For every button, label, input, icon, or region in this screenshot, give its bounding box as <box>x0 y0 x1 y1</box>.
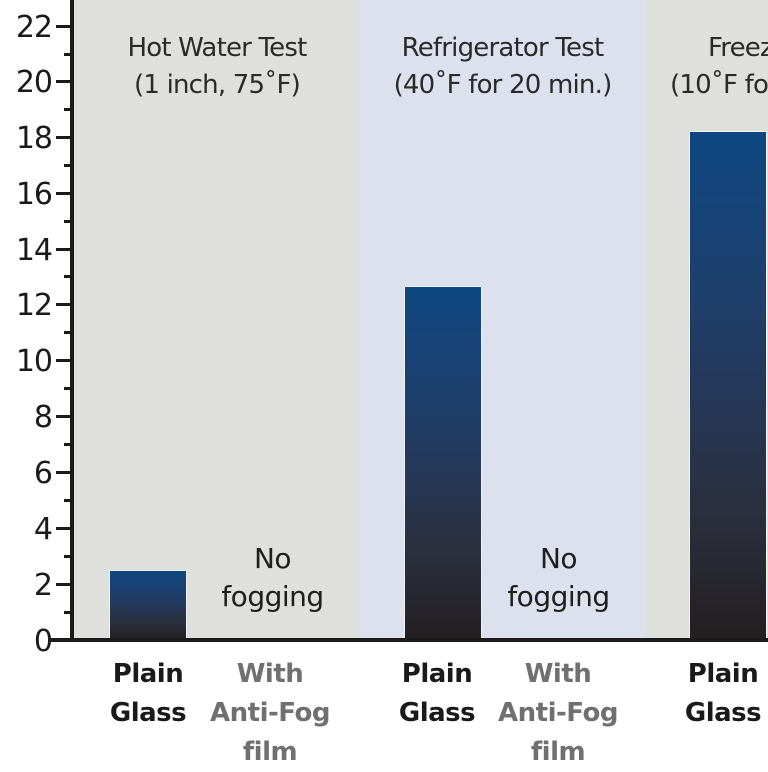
y-tick-16 <box>56 192 72 195</box>
y-tick-label: 6 <box>33 456 53 491</box>
y-tick-6 <box>56 471 72 474</box>
x-label-line: With <box>236 659 304 689</box>
y-tick-18 <box>56 136 72 139</box>
y-minor-tick <box>64 275 72 278</box>
y-tick-label: 14 <box>15 233 53 268</box>
y-tick-8 <box>56 415 72 418</box>
no-fogging-line1: No <box>253 542 292 575</box>
y-tick-label: 4 <box>33 512 53 547</box>
x-label-line: Plain <box>401 659 473 689</box>
y-tick-label: 18 <box>15 121 53 156</box>
panel-title-line1: Hot Water Test <box>127 33 307 63</box>
panel-title-refrigerator: Refrigerator Test (40˚F for 20 min.) <box>360 30 645 104</box>
x-label-line: film <box>242 737 298 767</box>
x-label-line: With <box>524 659 592 689</box>
y-tick-label: 2 <box>33 568 53 603</box>
x-label-line: film <box>530 737 586 767</box>
x-label-freezer-plain-glass: Plain Glass <box>678 655 768 733</box>
x-label-line: Glass <box>109 698 187 728</box>
bar-hot-water-plain-glass <box>110 571 186 640</box>
panel-hot-water-test: Hot Water Test (1 inch, 75˚F) <box>74 0 360 640</box>
panel-title-hot-water: Hot Water Test (1 inch, 75˚F) <box>74 30 360 104</box>
panel-title-line1: Refrigerator Test <box>401 33 605 63</box>
panel-title-line1: Freez <box>708 33 768 63</box>
y-tick-label: 10 <box>15 344 53 379</box>
y-tick-14 <box>56 248 72 251</box>
y-tick-4 <box>56 527 72 530</box>
x-label-line: Plain <box>687 659 759 689</box>
x-label-hot-water-anti-fog: With Anti-Fog film <box>205 655 335 772</box>
y-minor-tick <box>64 108 72 111</box>
panel-title-line2: (10˚F fo <box>670 70 768 100</box>
y-tick-label: 8 <box>33 400 53 435</box>
y-tick-2 <box>56 583 72 586</box>
no-fogging-line2: fogging <box>507 580 610 613</box>
panel-title-line2: (1 inch, 75˚F) <box>134 70 301 100</box>
y-minor-tick <box>64 387 72 390</box>
y-minor-tick <box>64 53 72 56</box>
y-minor-tick <box>64 555 72 558</box>
y-minor-tick <box>64 443 72 446</box>
y-minor-tick <box>64 331 72 334</box>
x-label-refrigerator-plain-glass: Plain Glass <box>392 655 482 733</box>
x-label-line: Glass <box>684 698 762 728</box>
no-fogging-label-refrigerator: No fogging <box>486 540 631 616</box>
x-label-line: Anti-Fog <box>210 698 330 728</box>
no-fogging-line2: fogging <box>221 580 324 613</box>
y-tick-22 <box>56 25 72 28</box>
y-tick-label: 12 <box>15 288 53 323</box>
y-tick-label: 16 <box>15 177 53 212</box>
y-tick-12 <box>56 303 72 306</box>
x-label-hot-water-plain-glass: Plain Glass <box>103 655 193 733</box>
y-minor-tick <box>64 611 72 614</box>
x-label-line: Plain <box>112 659 184 689</box>
y-axis <box>70 0 74 642</box>
y-tick-20 <box>56 80 72 83</box>
y-tick-label: 20 <box>15 65 53 100</box>
y-tick-label: 22 <box>15 10 53 45</box>
y-tick-label: 0 <box>33 624 53 659</box>
bar-freezer-plain-glass <box>690 132 766 640</box>
x-label-line: Anti-Fog <box>498 698 618 728</box>
panel-title-freezer: Freez (10˚F fo <box>670 30 768 104</box>
y-minor-tick <box>64 499 72 502</box>
x-axis <box>50 638 768 642</box>
y-minor-tick <box>64 164 72 167</box>
bar-refrigerator-plain-glass <box>405 287 481 640</box>
x-label-line: Glass <box>398 698 476 728</box>
x-label-refrigerator-anti-fog: With Anti-Fog film <box>493 655 623 772</box>
no-fogging-line1: No <box>539 542 578 575</box>
panel-title-line2: (40˚F for 20 min.) <box>393 70 613 100</box>
y-tick-10 <box>56 359 72 362</box>
no-fogging-label-hot-water: No fogging <box>200 540 345 616</box>
y-minor-tick <box>64 220 72 223</box>
